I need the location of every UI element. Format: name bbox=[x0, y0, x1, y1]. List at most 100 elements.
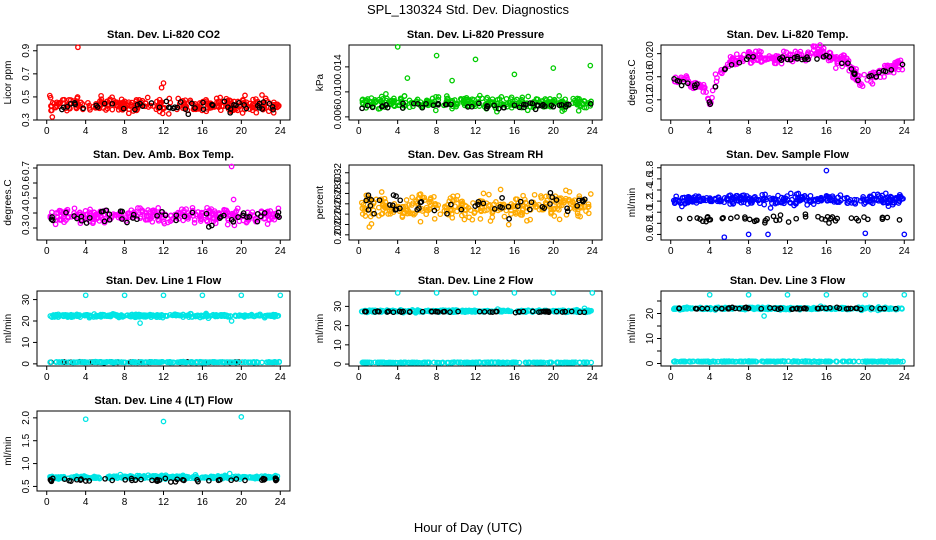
data-point bbox=[451, 359, 458, 365]
data-point bbox=[550, 206, 557, 213]
data-point bbox=[581, 98, 588, 105]
data-point bbox=[200, 99, 206, 106]
data-point bbox=[441, 308, 448, 315]
x-tick-label: 12 bbox=[158, 372, 170, 383]
data-point-outlier bbox=[228, 318, 235, 324]
data-point bbox=[822, 358, 829, 365]
data-series bbox=[676, 304, 899, 313]
y-tick-label: 0.014 bbox=[333, 54, 344, 79]
y-axis-label: ml/min bbox=[627, 188, 638, 217]
data-point bbox=[148, 359, 155, 366]
data-point bbox=[508, 211, 514, 217]
x-tick-label: 8 bbox=[434, 372, 440, 383]
chart-panel: Stan. Dev. Line 1 Flow 0 4 8 12 16 20 24 0 10 20 30… bbox=[3, 275, 291, 383]
data-point bbox=[361, 204, 368, 211]
data-point bbox=[98, 215, 105, 221]
x-tick-label: 20 bbox=[548, 372, 560, 383]
data-point bbox=[106, 216, 113, 223]
data-point bbox=[676, 305, 682, 312]
data-point bbox=[818, 216, 825, 222]
data-point bbox=[230, 218, 237, 225]
data-point bbox=[372, 359, 378, 366]
data-point bbox=[138, 476, 144, 483]
data-point bbox=[215, 477, 222, 484]
data-point bbox=[869, 358, 876, 365]
data-point bbox=[98, 92, 104, 99]
data-point bbox=[729, 55, 736, 61]
data-point bbox=[526, 206, 533, 213]
data-point bbox=[832, 65, 839, 71]
data-point bbox=[451, 197, 457, 204]
data-point bbox=[93, 102, 100, 109]
data-point bbox=[745, 305, 752, 312]
data-point bbox=[531, 191, 538, 198]
data-point bbox=[694, 81, 700, 87]
data-point bbox=[391, 95, 397, 102]
data-point-outlier bbox=[901, 291, 908, 298]
data-point bbox=[115, 103, 121, 110]
data-point bbox=[721, 358, 727, 365]
data-point bbox=[570, 359, 577, 366]
data-point bbox=[776, 217, 783, 223]
data-point bbox=[478, 205, 484, 211]
data-point bbox=[209, 102, 216, 109]
data-point-outlier bbox=[160, 80, 167, 86]
x-tick-label: 8 bbox=[122, 246, 128, 257]
data-point bbox=[402, 203, 409, 210]
x-tick-label: 12 bbox=[470, 126, 482, 137]
data-point bbox=[112, 474, 119, 480]
data-point bbox=[458, 206, 465, 213]
data-point bbox=[205, 224, 212, 230]
data-point bbox=[208, 211, 215, 217]
data-point-outlier bbox=[472, 56, 479, 63]
data-point bbox=[169, 473, 176, 480]
data-point bbox=[147, 102, 154, 109]
y-tick-label: 20 bbox=[645, 308, 656, 320]
data-point bbox=[236, 99, 242, 106]
data-point bbox=[802, 211, 809, 218]
data-point bbox=[861, 214, 867, 220]
x-tick-label: 0 bbox=[668, 126, 674, 137]
data-point bbox=[483, 96, 490, 102]
data-point bbox=[487, 218, 494, 224]
data-point bbox=[827, 304, 833, 311]
data-point-outlier bbox=[226, 470, 233, 477]
data-point bbox=[728, 61, 735, 68]
data-point bbox=[119, 208, 126, 215]
data-point bbox=[564, 205, 570, 212]
data-point bbox=[48, 216, 55, 223]
y-tick-label: 1.8 bbox=[645, 160, 656, 174]
y-tick-label: 0.3 bbox=[21, 221, 32, 235]
data-point-outlier bbox=[765, 231, 771, 238]
data-point bbox=[61, 219, 67, 226]
data-point bbox=[784, 56, 791, 63]
data-point bbox=[397, 95, 404, 102]
plot-frame bbox=[36, 290, 291, 367]
data-point bbox=[148, 100, 155, 106]
data-point bbox=[264, 359, 271, 366]
data-point bbox=[409, 194, 416, 201]
data-point bbox=[561, 199, 567, 206]
data-point bbox=[491, 206, 498, 212]
data-point bbox=[884, 214, 891, 221]
data-point bbox=[381, 195, 388, 202]
data-point bbox=[544, 360, 551, 366]
data-point bbox=[457, 96, 464, 102]
data-point bbox=[820, 53, 827, 60]
data-point bbox=[214, 99, 220, 105]
x-tick-label: 20 bbox=[860, 126, 872, 137]
data-point bbox=[580, 101, 587, 108]
data-point bbox=[410, 211, 417, 218]
data-point bbox=[563, 359, 570, 366]
y-tick-label: 0.3 bbox=[21, 113, 32, 127]
y-axis-label: percent bbox=[315, 186, 326, 220]
data-point bbox=[838, 60, 845, 67]
data-point bbox=[161, 220, 168, 227]
data-point-outlier bbox=[472, 290, 479, 296]
data-point bbox=[794, 53, 801, 60]
x-tick-label: 24 bbox=[587, 246, 599, 257]
data-point bbox=[218, 213, 224, 220]
data-point bbox=[110, 310, 116, 317]
data-point bbox=[758, 59, 764, 65]
data-point bbox=[366, 359, 373, 366]
